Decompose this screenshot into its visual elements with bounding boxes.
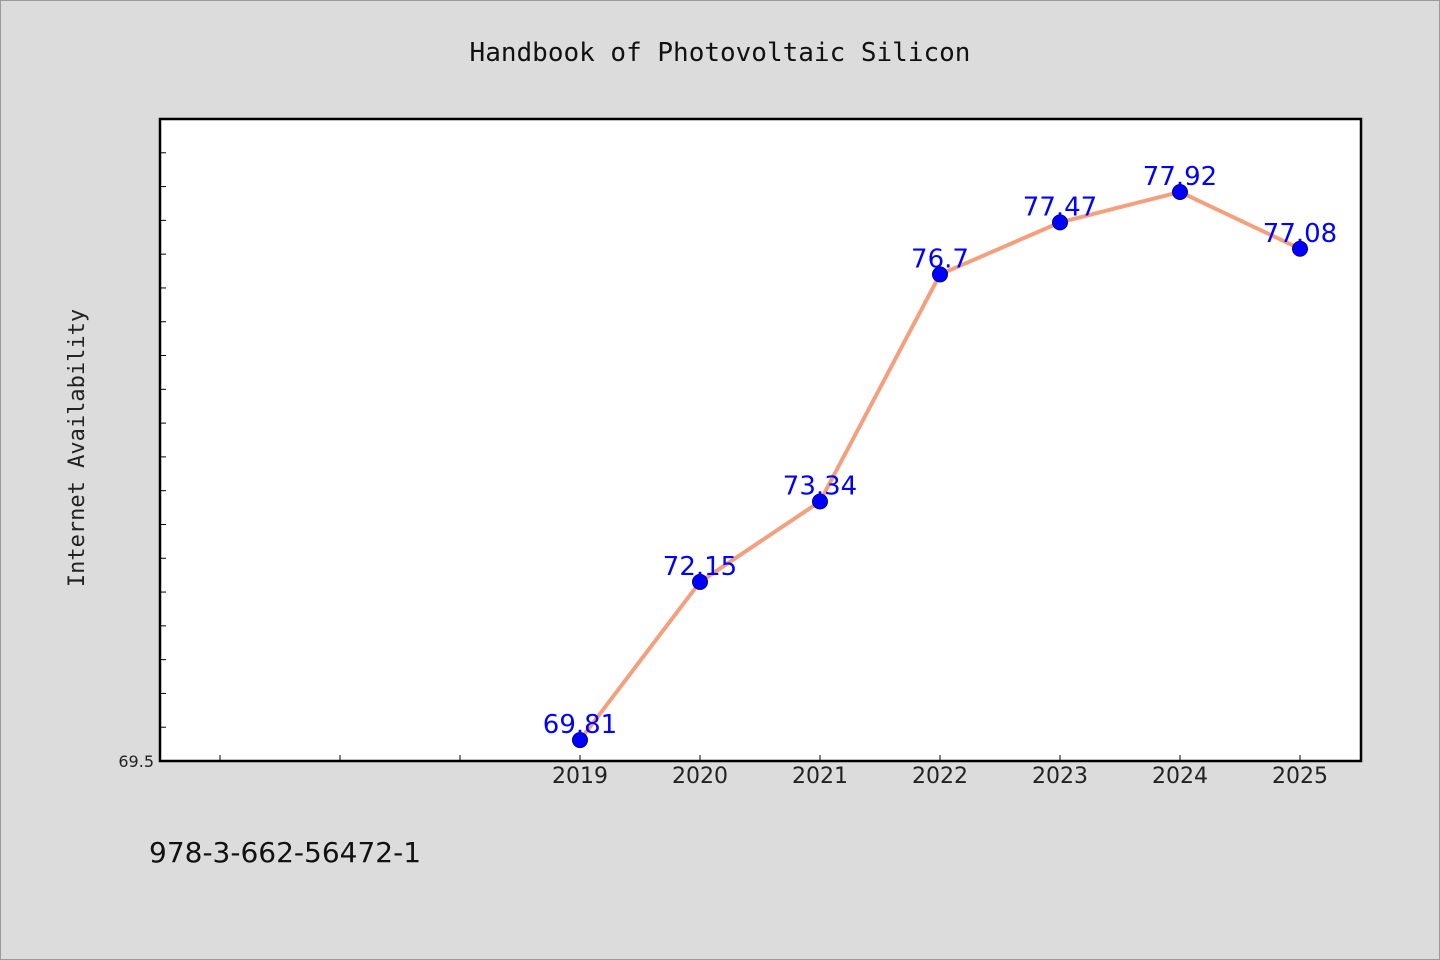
y-axis-tick-labels: 69.5 bbox=[118, 752, 154, 771]
data-label-2024: 77.92 bbox=[1143, 162, 1217, 192]
data-label-2025: 77.08 bbox=[1263, 219, 1337, 249]
data-point-2020 bbox=[692, 573, 708, 590]
x-tick-label-2022: 2022 bbox=[912, 764, 968, 789]
plot-area bbox=[158, 117, 1363, 763]
data-point-2022 bbox=[932, 266, 948, 283]
y-axis-ticks bbox=[160, 118, 166, 762]
x-tick-label-2019: 2019 bbox=[552, 764, 608, 789]
data-label-2022: 76.7 bbox=[911, 244, 969, 274]
x-axis-ticks bbox=[219, 755, 1301, 761]
data-point-2021 bbox=[812, 493, 828, 510]
x-tick-label-2021: 2021 bbox=[792, 764, 848, 789]
data-point-2025 bbox=[1292, 240, 1308, 257]
data-label-2019: 69.81 bbox=[543, 710, 617, 740]
data-label-2021: 73.34 bbox=[783, 471, 857, 501]
data-point-2019 bbox=[572, 732, 588, 749]
series-data-labels: 69.81 72.15 73.34 76.7 77.47 77.92 77.08 bbox=[543, 162, 1337, 740]
x-axis-tick-labels: 2019 2020 2021 2022 2023 2024 2025 bbox=[552, 764, 1328, 789]
data-point-2024 bbox=[1172, 183, 1188, 200]
series-markers bbox=[572, 183, 1308, 749]
data-label-2020: 72.15 bbox=[663, 552, 737, 582]
y-axis-label: Internet Availability bbox=[65, 309, 90, 587]
x-tick-label-2024: 2024 bbox=[1152, 764, 1208, 789]
x-tick-label-2020: 2020 bbox=[672, 764, 728, 789]
data-label-2023: 77.47 bbox=[1023, 192, 1097, 222]
data-point-2023 bbox=[1052, 214, 1068, 231]
y-tick-label: 69.5 bbox=[118, 752, 154, 771]
x-tick-label-2025: 2025 bbox=[1272, 764, 1328, 789]
isbn-text: 978-3-662-56472-1 bbox=[149, 836, 421, 869]
chart-title: Handbook of Photovoltaic Silicon bbox=[470, 38, 971, 68]
x-tick-label-2023: 2023 bbox=[1032, 764, 1088, 789]
